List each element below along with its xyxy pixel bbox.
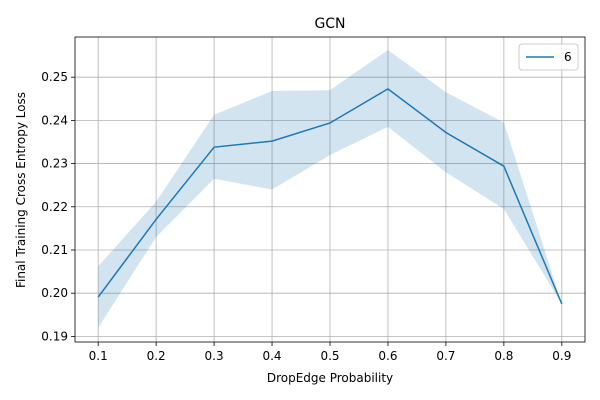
x-axis-label: DropEdge Probability [267, 371, 393, 385]
y-tick-label: 0.20 [41, 286, 68, 300]
confidence-band-layer [98, 49, 562, 328]
legend: 6 [518, 43, 579, 71]
x-tick-label: 0.7 [436, 349, 455, 363]
y-axis-label: Final Training Cross Entropy Loss [14, 92, 28, 288]
y-tick-label: 0.25 [41, 70, 68, 84]
y-tick-label: 0.21 [41, 243, 68, 257]
y-tick-label: 0.24 [41, 113, 68, 127]
x-tick-label: 0.8 [494, 349, 513, 363]
y-tick-label: 0.22 [41, 200, 68, 214]
x-tick-label: 0.5 [320, 349, 339, 363]
chart-title: GCN [314, 16, 345, 32]
grid [75, 37, 585, 342]
x-tick-label: 0.4 [262, 349, 281, 363]
x-tick-label: 0.2 [147, 349, 166, 363]
y-ticks: 0.19 0.20 0.21 0.22 0.23 0.24 0.25 [41, 70, 75, 343]
y-tick-label: 0.23 [41, 157, 68, 171]
confidence-band [98, 49, 562, 328]
legend-label: 6 [564, 50, 572, 64]
x-tick-label: 0.3 [205, 349, 224, 363]
x-tick-label: 0.9 [552, 349, 571, 363]
x-tick-label: 0.1 [89, 349, 108, 363]
x-tick-label: 0.6 [378, 349, 397, 363]
series-line-layer [97, 87, 563, 305]
y-tick-label: 0.19 [41, 329, 68, 343]
x-ticks: 0.1 0.2 0.3 0.4 0.5 0.6 0.7 0.8 0.9 [89, 342, 571, 363]
